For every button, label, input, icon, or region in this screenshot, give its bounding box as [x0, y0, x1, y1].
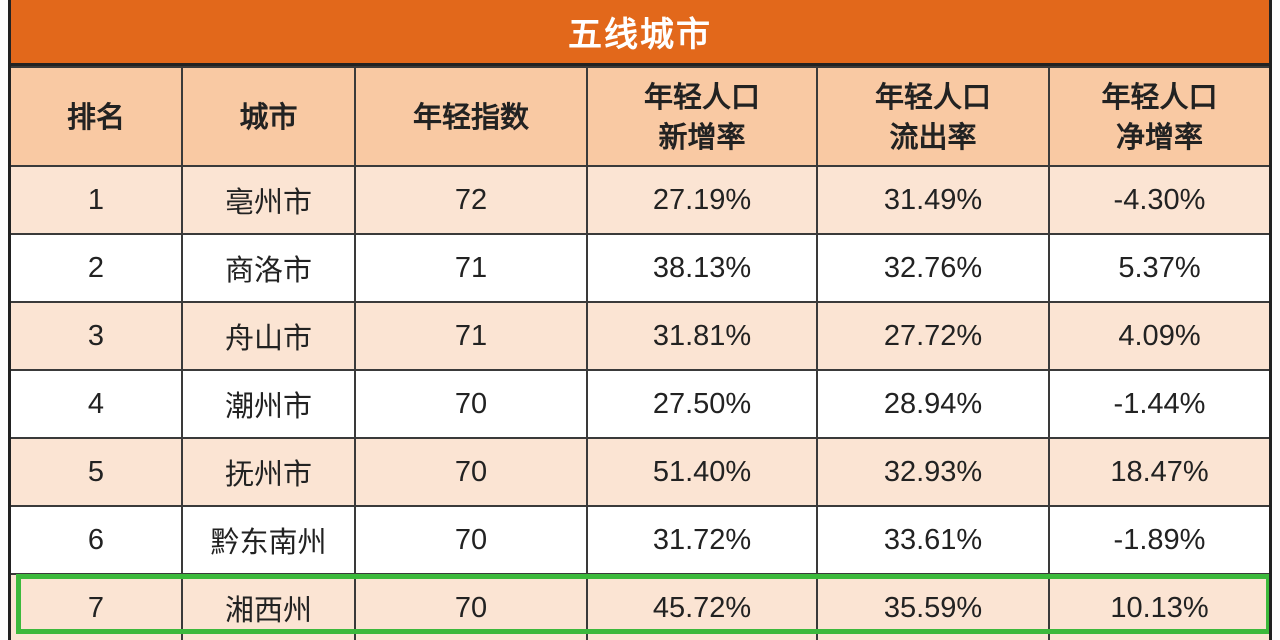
cell-rank: 4 — [11, 369, 183, 439]
cell-new-rate: 38.13% — [586, 233, 818, 303]
cell-outflow-rate: 32.93% — [816, 437, 1050, 507]
table-row: 5 抚州市 70 51.40% 32.93% 18.47% — [11, 437, 1269, 507]
header-net-rate: 年轻人口 净增率 — [1048, 66, 1269, 167]
header-city: 城市 — [181, 66, 356, 167]
cell-index: 70 — [354, 369, 588, 439]
city-ranking-table: 排名 城市 年轻指数 年轻人口 新增率 年轻人口 流出率 年轻人口 净增率 1 亳州市 7… — [11, 66, 1269, 640]
header-rank: 排名 — [11, 66, 183, 167]
cell-rank: 2 — [11, 233, 183, 303]
header-row: 排名 城市 年轻指数 年轻人口 新增率 年轻人口 流出率 年轻人口 净增率 — [11, 66, 1269, 167]
cell-net-rate: 4.09% — [1048, 301, 1269, 371]
cell-city: 湘西州 — [181, 573, 356, 640]
table-title: 五线城市 — [11, 0, 1269, 66]
cell-rank: 1 — [11, 165, 183, 235]
cell-city: 商洛市 — [181, 233, 356, 303]
cell-city: 抚州市 — [181, 437, 356, 507]
cell-new-rate: 27.19% — [586, 165, 818, 235]
cell-city: 黔东南州 — [181, 505, 356, 575]
cell-outflow-rate: 27.72% — [816, 301, 1050, 371]
header-new-rate: 年轻人口 新增率 — [586, 66, 818, 167]
table-row: 6 黔东南州 70 31.72% 33.61% -1.89% — [11, 505, 1269, 575]
cell-net-rate: 10.13% — [1048, 573, 1269, 640]
cell-rank: 5 — [11, 437, 183, 507]
cell-city: 亳州市 — [181, 165, 356, 235]
cell-index: 70 — [354, 573, 588, 640]
table-row: 2 商洛市 71 38.13% 32.76% 5.37% — [11, 233, 1269, 303]
cell-outflow-rate: 31.49% — [816, 165, 1050, 235]
cell-index: 71 — [354, 301, 588, 371]
cell-new-rate: 31.72% — [586, 505, 818, 575]
table-row: 4 潮州市 70 27.50% 28.94% -1.44% — [11, 369, 1269, 439]
cell-city: 潮州市 — [181, 369, 356, 439]
cell-index: 70 — [354, 505, 588, 575]
cell-city: 舟山市 — [181, 301, 356, 371]
cell-net-rate: 5.37% — [1048, 233, 1269, 303]
table-row: 1 亳州市 72 27.19% 31.49% -4.30% — [11, 165, 1269, 235]
cell-rank: 6 — [11, 505, 183, 575]
header-index: 年轻指数 — [354, 66, 588, 167]
cell-index: 71 — [354, 233, 588, 303]
cell-index: 72 — [354, 165, 588, 235]
cell-new-rate: 45.72% — [586, 573, 818, 640]
cell-outflow-rate: 32.76% — [816, 233, 1050, 303]
cell-new-rate: 51.40% — [586, 437, 818, 507]
table-row: 7 湘西州 70 45.72% 35.59% 10.13% — [11, 573, 1269, 640]
header-outflow-rate: 年轻人口 流出率 — [816, 66, 1050, 167]
cell-outflow-rate: 28.94% — [816, 369, 1050, 439]
cell-rank: 3 — [11, 301, 183, 371]
cell-net-rate: 18.47% — [1048, 437, 1269, 507]
cell-net-rate: -1.89% — [1048, 505, 1269, 575]
table-row: 3 舟山市 71 31.81% 27.72% 4.09% — [11, 301, 1269, 371]
cell-net-rate: -1.44% — [1048, 369, 1269, 439]
cell-new-rate: 27.50% — [586, 369, 818, 439]
cell-new-rate: 31.81% — [586, 301, 818, 371]
table-frame: 五线城市 排名 城市 年轻指数 年轻人口 新增率 年轻人口 流出率 年轻人口 净增率 … — [8, 0, 1272, 640]
cell-rank: 7 — [11, 573, 183, 640]
cell-net-rate: -4.30% — [1048, 165, 1269, 235]
cell-outflow-rate: 35.59% — [816, 573, 1050, 640]
cell-index: 70 — [354, 437, 588, 507]
cell-outflow-rate: 33.61% — [816, 505, 1050, 575]
